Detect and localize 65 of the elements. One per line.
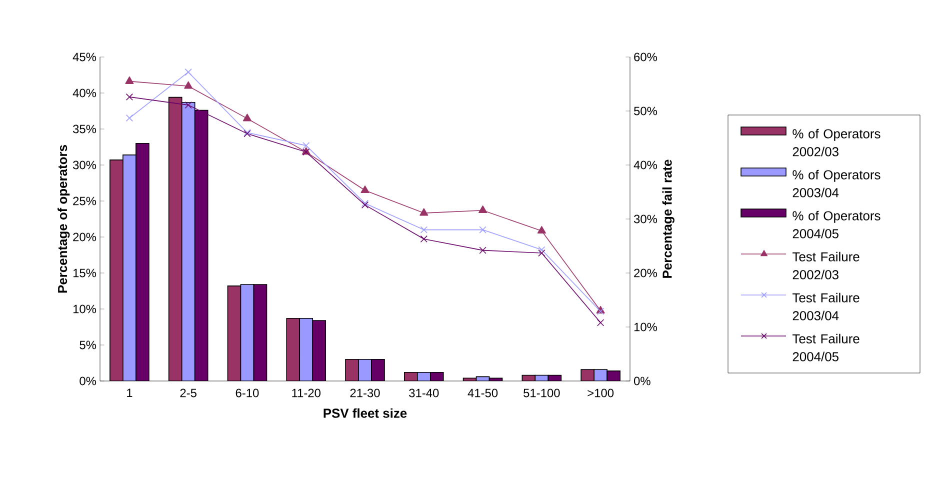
legend-label: % of Operators 2003/04: [792, 170, 880, 198]
point: [538, 246, 546, 254]
bar: [168, 96, 182, 381]
point: [360, 185, 370, 194]
point: [479, 246, 486, 254]
y2-tick-label: 10%: [634, 322, 658, 332]
x-tick-label: >100: [588, 388, 614, 398]
point: [537, 226, 546, 234]
y-tick-label: 45%: [72, 52, 96, 62]
point: [538, 249, 546, 257]
x-tick-label: 51-100: [524, 388, 560, 398]
y-tick-label: 5%: [80, 340, 96, 350]
x-tick-label: 6-10: [236, 388, 259, 398]
x-tick-label: 1: [127, 388, 132, 397]
y2-tick-label: 60%: [634, 52, 658, 62]
point: [126, 93, 134, 101]
bar: [136, 143, 150, 381]
y2-axis-title: Percentage fail rate: [662, 160, 674, 278]
point: [126, 114, 134, 122]
legend-label: Test Failure 2002/03: [792, 252, 860, 280]
x-tick-label: 21-30: [350, 388, 380, 398]
y-tick-label: 10%: [73, 304, 96, 314]
bar: [286, 318, 300, 381]
legend-label: Test Failure 2003/04: [792, 292, 860, 320]
bar: [312, 320, 326, 381]
x-tick-label: 11-20: [292, 388, 320, 398]
x-tick-label: 2-5: [180, 388, 196, 398]
y-tick-label: 25%: [73, 196, 96, 206]
point: [420, 226, 428, 234]
point: [184, 101, 192, 109]
y-tick-label: 15%: [73, 268, 96, 278]
bar: [253, 284, 268, 381]
bar: [122, 154, 136, 381]
x-tick-label: 31-40: [409, 388, 439, 398]
point: [478, 205, 488, 213]
bar: [240, 284, 254, 381]
y2-tick-label: 40%: [634, 160, 658, 170]
y-tick-label: 40%: [72, 88, 96, 98]
point: [479, 226, 486, 234]
point: [184, 81, 193, 89]
legend-label: % of Operators 2004/05: [792, 210, 880, 238]
y-tick-label: 35%: [73, 124, 96, 134]
y-tick-label: 0%: [80, 376, 96, 386]
legend-label: Test Failure 2004/05: [792, 334, 860, 362]
y2-tick-label: 50%: [634, 106, 658, 116]
y2-tick-label: 30%: [634, 214, 658, 224]
point: [242, 114, 252, 122]
y-tick-label: 30%: [73, 160, 96, 170]
point: [596, 319, 604, 326]
y-axis-title: Percentage of operators: [58, 145, 70, 293]
y2-tick-label: 0%: [634, 376, 650, 386]
point: [420, 208, 428, 216]
x-tick-label: 41-50: [468, 388, 498, 398]
point: [184, 68, 192, 76]
point: [125, 76, 134, 84]
legend-label: % of Operators 2002/03: [792, 128, 880, 156]
y-tick-label: 20%: [73, 232, 96, 242]
bar: [227, 286, 242, 381]
point: [420, 235, 428, 243]
bar: [299, 318, 314, 381]
bar: [181, 102, 196, 381]
x-axis-title: PSV fleet size: [324, 408, 407, 418]
bar: [110, 160, 124, 381]
y2-tick-label: 20%: [634, 268, 658, 278]
point: [302, 142, 310, 150]
